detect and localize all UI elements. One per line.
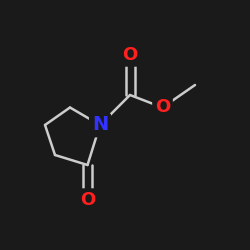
Text: N: N bbox=[92, 116, 108, 134]
Text: O: O bbox=[80, 191, 95, 209]
Text: O: O bbox=[155, 98, 170, 116]
Text: O: O bbox=[155, 98, 170, 116]
Text: O: O bbox=[122, 46, 138, 64]
Text: O: O bbox=[122, 46, 138, 64]
Text: O: O bbox=[80, 191, 95, 209]
Text: N: N bbox=[92, 116, 108, 134]
